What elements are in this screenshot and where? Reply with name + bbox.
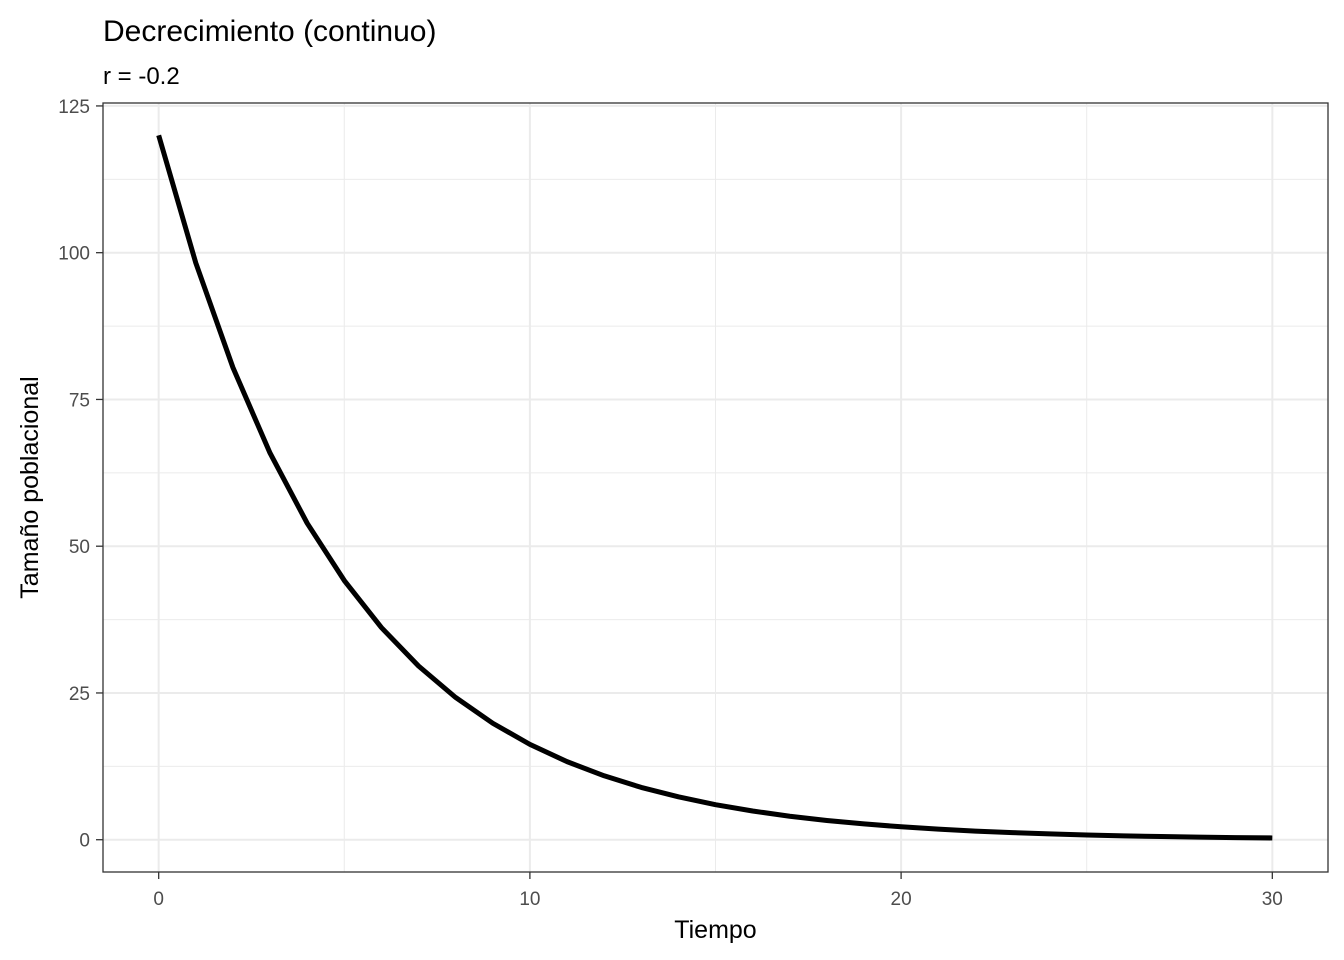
y-tick-label: 50 bbox=[69, 537, 90, 558]
series-layer bbox=[156, 134, 1273, 841]
y-tick-label: 0 bbox=[79, 831, 90, 852]
minor-gridlines bbox=[103, 103, 1328, 872]
y-axis: 0 25 50 75 100 125 bbox=[58, 97, 103, 852]
x-tick-label: 0 bbox=[153, 889, 164, 910]
chart-subtitle: r = -0.2 bbox=[103, 63, 180, 90]
series-line bbox=[156, 134, 1273, 841]
plot-border bbox=[102, 102, 1329, 873]
x-axis-title: Tiempo bbox=[674, 916, 756, 944]
y-tick-label: 25 bbox=[69, 684, 90, 705]
y-tick-label: 100 bbox=[58, 244, 90, 265]
x-tick-label: 30 bbox=[1262, 889, 1283, 910]
y-tick-label: 125 bbox=[58, 97, 90, 118]
y-tick-label: 75 bbox=[69, 390, 90, 411]
y-axis-title: Tamaño poblacional bbox=[16, 376, 44, 598]
x-tick-label: 10 bbox=[519, 889, 540, 910]
x-tick-label: 20 bbox=[891, 889, 912, 910]
chart-title: Decrecimiento (continuo) bbox=[103, 15, 436, 48]
x-axis: 0 10 20 30 bbox=[153, 872, 1283, 910]
